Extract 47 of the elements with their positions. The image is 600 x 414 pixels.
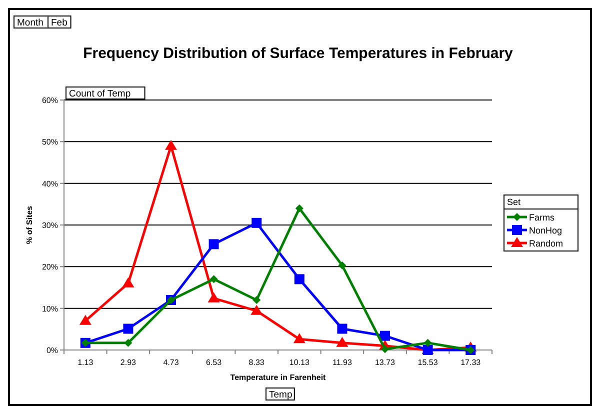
x-tick-label: 15.53 <box>418 358 438 367</box>
point <box>123 324 134 334</box>
point <box>210 275 218 284</box>
x-tick-label: 11.93 <box>332 358 352 367</box>
point <box>252 296 261 304</box>
point <box>79 314 92 325</box>
y-tick-label: 40% <box>42 179 58 188</box>
x-tick-label: 6.53 <box>206 358 222 367</box>
point <box>380 330 390 341</box>
x-tick-label: 10.13 <box>289 358 310 367</box>
point <box>124 338 132 347</box>
point <box>295 204 304 212</box>
x-tick-label: 4.73 <box>163 358 180 367</box>
point <box>252 218 262 228</box>
legend-label: Random <box>529 238 564 248</box>
y-tick-label: 30% <box>42 221 58 230</box>
point <box>165 140 177 150</box>
temp-field-button: Temp <box>266 388 295 400</box>
y-tick-label: 10% <box>42 304 58 314</box>
y-tick-label: 20% <box>42 262 58 272</box>
y-tick-label: 0% <box>46 346 58 355</box>
point <box>424 338 432 347</box>
point <box>208 292 220 302</box>
x-tick-label: 8.33 <box>248 358 265 367</box>
feb-field-button: Feb <box>48 16 72 28</box>
point <box>208 239 219 250</box>
point <box>122 277 134 288</box>
legend-label: Farms <box>529 212 555 222</box>
legend-title: Set <box>507 197 522 207</box>
month-field-button: Month <box>14 16 48 28</box>
count-field-button: Count of Temp <box>66 86 146 100</box>
x-axis-title: Temperature in Farenheit <box>230 373 326 382</box>
x-tick-label: 1.13 <box>78 358 94 367</box>
point <box>250 304 263 315</box>
point <box>337 324 348 334</box>
x-tick-label: 13.73 <box>374 358 396 367</box>
point <box>338 261 346 270</box>
y-tick-label: 50% <box>42 138 58 147</box>
point <box>336 336 348 347</box>
point <box>294 274 304 284</box>
x-tick-label: 2.93 <box>120 358 137 367</box>
point <box>293 333 306 344</box>
y-tick-label: 60% <box>42 96 58 105</box>
x-tick-label: 17.33 <box>460 358 482 367</box>
chart-title: Frequency Distribution of Surface Temperatures in February <box>83 45 514 62</box>
y-axis-title: % of Sites <box>25 205 34 244</box>
legend-label: NonHog <box>529 226 562 236</box>
